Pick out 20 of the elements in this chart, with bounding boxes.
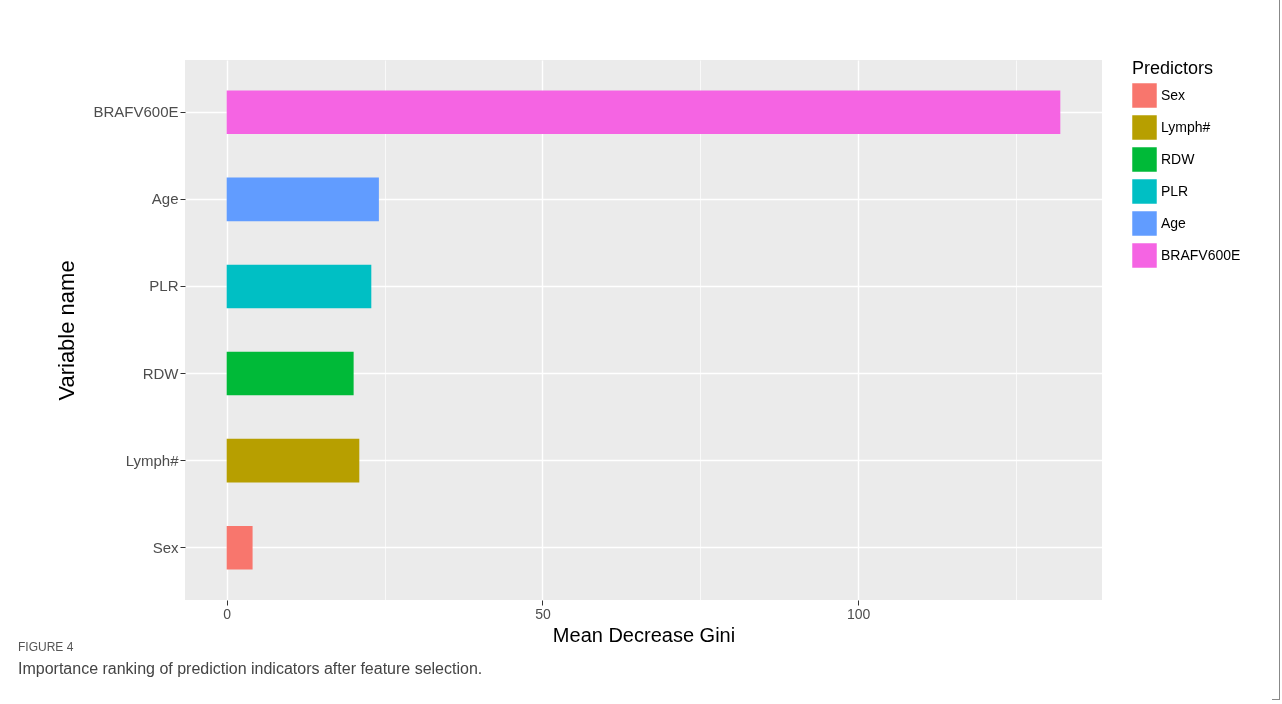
y-tick-label: PLR <box>149 277 179 295</box>
x-axis-title: Mean Decrease Gini <box>552 623 736 646</box>
x-tick-label: 50 <box>535 605 551 622</box>
legend-label: Lymph# <box>1161 118 1211 135</box>
y-tick-label: Lymph# <box>125 451 180 469</box>
legend-label: PLR <box>1161 182 1189 199</box>
legend-label: Sex <box>1161 86 1186 103</box>
y-tick-label: Sex <box>152 538 179 556</box>
text: Importance ranking of prediction indicators after feature selection. <box>18 660 483 678</box>
x-tick-label: 0 <box>223 605 232 622</box>
legend-label: Age <box>1161 214 1187 231</box>
y-tick-label: RDW <box>142 364 180 382</box>
y-axis-title: Variable name <box>54 260 80 401</box>
legend-label: RDW <box>1161 150 1196 167</box>
y-tick-label: BRAFV600E <box>93 103 179 121</box>
y-tick-label: Age <box>151 190 179 208</box>
legend-label: BRAFV600E <box>1161 246 1241 263</box>
caption: FIGURE 4 <box>18 640 74 654</box>
legend-title: Predictors <box>1132 58 1214 78</box>
x-tick-label: 100 <box>847 605 871 622</box>
